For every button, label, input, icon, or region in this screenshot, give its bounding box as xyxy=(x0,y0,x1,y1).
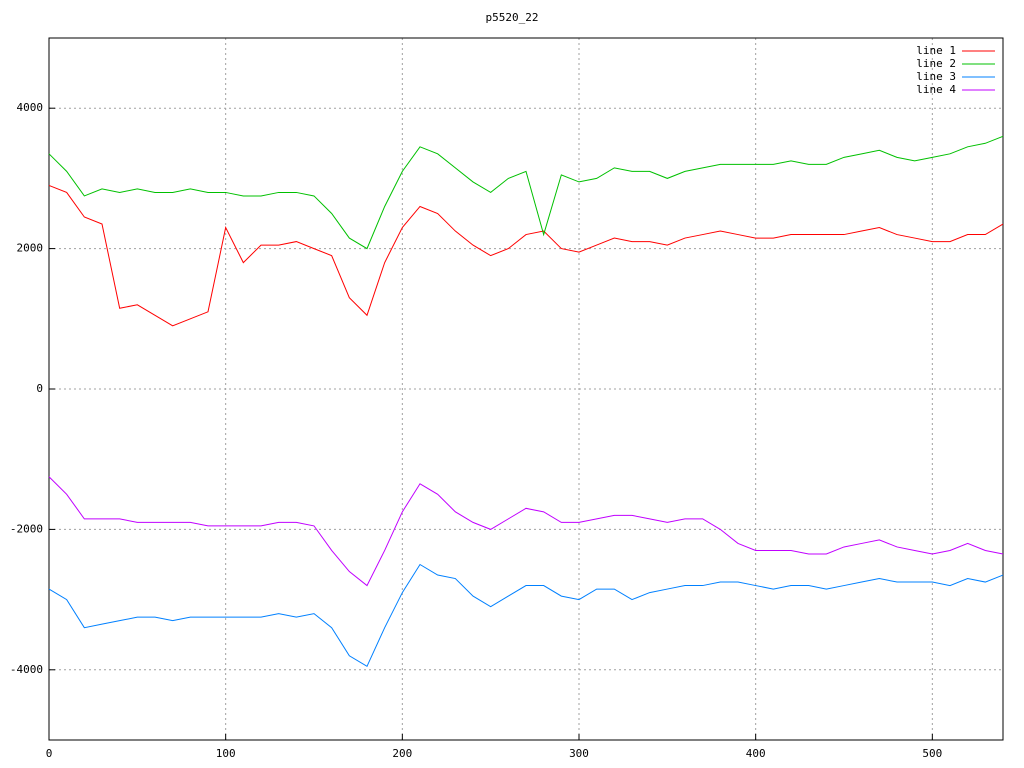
y-tick-label: 2000 xyxy=(17,242,44,255)
x-tick-label: 300 xyxy=(569,747,589,760)
series-line xyxy=(48,563,1004,668)
y-tick-label: -2000 xyxy=(10,522,43,535)
legend-label: line 3 xyxy=(916,70,956,83)
series-line xyxy=(48,135,1004,250)
x-tick-label: 0 xyxy=(46,747,53,760)
plot-frame xyxy=(48,37,1004,741)
x-tick-label: 200 xyxy=(392,747,412,760)
legend-label: line 4 xyxy=(916,83,956,96)
x-tick-label: 500 xyxy=(922,747,942,760)
series-line xyxy=(48,184,1004,327)
y-tick-label: -4000 xyxy=(10,663,43,676)
x-tick-label: 400 xyxy=(746,747,766,760)
y-tick-label: 4000 xyxy=(17,101,44,114)
legend-label: line 1 xyxy=(916,44,956,57)
legend-label: line 2 xyxy=(916,57,956,70)
y-tick-label: 0 xyxy=(36,382,43,395)
chart-title: p5520_22 xyxy=(486,11,539,24)
x-tick-label: 100 xyxy=(216,747,236,760)
series-line xyxy=(48,476,1004,587)
